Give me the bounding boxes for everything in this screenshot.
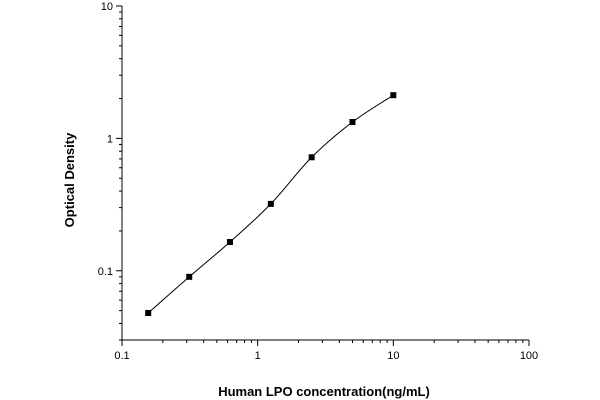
y-tick-label: 1	[107, 133, 113, 145]
x-tick-label: 0.1	[114, 350, 129, 362]
data-point	[145, 309, 152, 316]
data-point	[267, 200, 274, 207]
data-points-layer	[145, 92, 397, 316]
x-axis-ticks: 0.1 1 10 100	[114, 340, 538, 362]
y-axis-title: Optical Density	[62, 132, 77, 227]
y-axis-ticks: 0.1 1 10	[98, 1, 122, 341]
y-tick-label: 0.1	[98, 266, 113, 278]
data-point	[226, 238, 233, 245]
data-point	[390, 92, 397, 99]
plot-frame	[121, 6, 529, 341]
data-point	[308, 154, 315, 161]
x-tick-label: 100	[520, 350, 538, 362]
y-tick-label: 10	[101, 1, 113, 13]
x-tick-label: 1	[255, 350, 261, 362]
data-point	[186, 273, 193, 280]
x-tick-label: 10	[387, 350, 399, 362]
data-point	[349, 118, 356, 125]
x-axis-title: Human LPO concentration(ng/mL)	[218, 384, 430, 399]
